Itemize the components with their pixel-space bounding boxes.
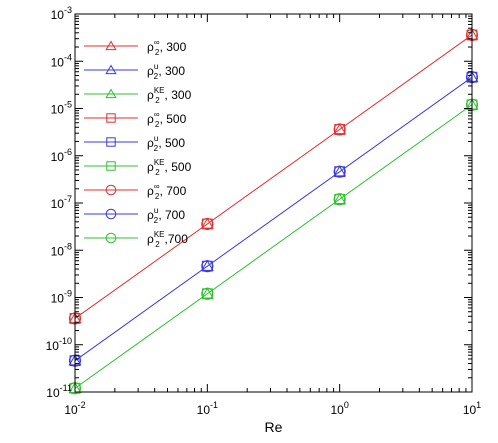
y-tick-label: 10-6 (51, 147, 72, 164)
data-point-s8-1 (201, 287, 214, 300)
legend-label-3: ρ∞ 2, 500 (147, 110, 187, 129)
data-point-s8-2 (333, 193, 346, 206)
x-tick-label: 100 (330, 400, 348, 417)
data-point-s3-1 (201, 218, 213, 230)
data-point-s1-2 (333, 165, 347, 177)
x-axis-title: Re (265, 419, 283, 435)
y-tick-label: 10-3 (51, 5, 72, 22)
legend-label-2: ρKE 2, 300 (147, 86, 192, 105)
y-tick-label: 10-7 (51, 194, 72, 211)
data-point-s4-2 (334, 166, 346, 178)
data-point-s6-2 (333, 123, 346, 136)
legend-label-0: ρ∞ 2, 300 (147, 38, 187, 57)
x-tick-label: 10-1 (197, 400, 218, 417)
y-tick-label: 10-10 (46, 336, 72, 353)
fit-line-2 (74, 104, 473, 389)
data-point-s4-1 (201, 260, 213, 272)
data-point-s5-1 (201, 288, 213, 300)
axis-ticks (74, 13, 473, 393)
legend-marker-6 (105, 184, 117, 196)
data-point-s0-1 (200, 217, 214, 229)
fit-lines (74, 34, 473, 389)
data-point-s5-2 (334, 193, 346, 205)
legend-marker-2 (105, 88, 117, 99)
legend-marker-3 (106, 113, 116, 123)
data-point-s3-2 (334, 124, 346, 135)
data-point-s1-1 (200, 259, 214, 271)
data-point-s6-1 (201, 217, 214, 231)
y-tick-label: 10-4 (51, 52, 72, 69)
data-point-s2-1 (200, 287, 214, 299)
legend-label-7: ρu 2, 700 (147, 206, 185, 225)
x-tick-label: 10-2 (64, 400, 85, 417)
legend-label-6: ρ∞ 2, 700 (147, 182, 187, 201)
fit-line-1 (74, 76, 473, 362)
fit-line-0 (74, 34, 473, 319)
legend: ρ∞ 2, 300 ρu 2, 300 ρKE 2, 300 ρ∞ 2, 500 ρu 2, 50… (84, 38, 192, 249)
data-point-s2-2 (333, 193, 347, 204)
legend-label-4: ρu 2, 500 (147, 134, 185, 153)
data-point-s0-2 (333, 123, 347, 135)
legend-marker-1 (105, 64, 117, 75)
legend-marker-4 (106, 137, 116, 147)
y-tick-label: 10-9 (51, 289, 72, 306)
y-tick-label: 10-11 (46, 383, 72, 400)
legend-marker-0 (105, 40, 117, 51)
data-point-s7-1 (201, 260, 214, 273)
legend-marker-5 (106, 161, 116, 171)
legend-marker-8 (105, 232, 117, 244)
data-point-s7-2 (333, 165, 346, 178)
tick-labels: 10-2 10-1 100 101 10-11 10-10 10-9 10-8 10-7 10-6… (46, 5, 482, 417)
y-tick-label: 10-8 (51, 241, 72, 258)
x-tick-label: 101 (463, 400, 481, 417)
legend-label-5: ρKE 2, 500 (147, 158, 192, 177)
legend-marker-7 (105, 208, 117, 220)
legend-label-8: ρKE 2,700 (147, 230, 188, 249)
y-tick-label: 10-5 (51, 100, 72, 117)
legend-label-1: ρu 2, 300 (147, 62, 185, 81)
